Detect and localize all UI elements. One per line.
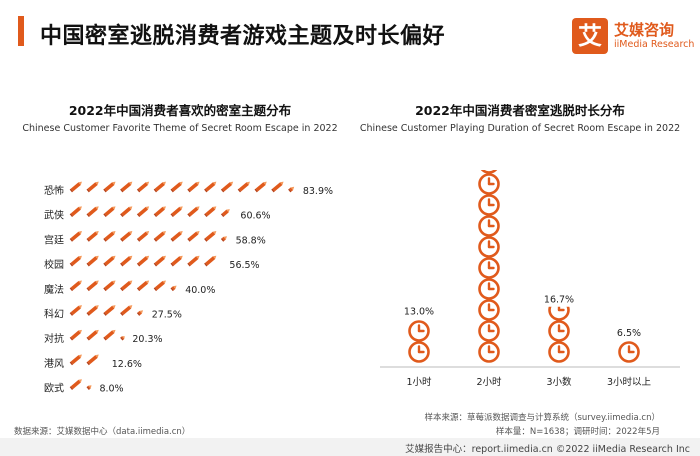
duration-category-label: 3小时以上: [607, 376, 652, 388]
theme-bar: [69, 255, 217, 267]
theme-value-label: 12.6%: [112, 359, 142, 370]
iimedia-logo: 艾 艾媒咨询 iiMedia Research: [572, 18, 694, 54]
theme-label: 科幻: [44, 308, 64, 321]
duration-bar: [618, 341, 640, 363]
duration-bar: [548, 306, 570, 363]
theme-bar: [69, 231, 227, 242]
page-header: 中国密室逃脱消费者游戏主题及时长偏好 艾 艾媒咨询 iiMedia Resear…: [0, 0, 700, 62]
theme-label: 港风: [44, 358, 64, 370]
duration-value-label: 13.0%: [404, 307, 434, 318]
data-source-note: 数据来源：艾媒数据中心（data.iimedia.cn）: [14, 427, 191, 437]
duration-category-label: 1小时: [406, 376, 432, 388]
duration-category-label: 2小时: [476, 376, 502, 388]
logo-name-en: iiMedia Research: [614, 39, 695, 50]
theme-value-label: 83.9%: [303, 186, 333, 197]
sample-source-note: 样本来源：草莓派数据调查与计算系统（survey.iimedia.cn）: [424, 413, 660, 423]
footer-brand: 艾媒报告中心：report.iimedia.cn ©2022 iiMedia R…: [405, 444, 690, 455]
right-chart-subtitle: Chinese Customer Playing Duration of Sec…: [359, 123, 681, 134]
theme-bar: [69, 206, 230, 218]
left-chart-subtitle: Chinese Customer Favorite Theme of Secre…: [22, 123, 338, 134]
logo-name-cn: 艾媒咨询: [614, 21, 675, 39]
theme-pictogram-chart: 恐怖 83.9% 武侠 60.6% 宫廷 58.8% 校园 56.5% 魔法 40.0% 科幻 27.…: [44, 181, 333, 395]
duration-category-label: 3小数: [546, 376, 572, 388]
theme-bar: [69, 379, 92, 390]
theme-label: 宫廷: [44, 233, 64, 246]
theme-value-label: 40.0%: [185, 285, 215, 296]
footer-strip: 艾媒报告中心：report.iimedia.cn ©2022 iiMedia R…: [0, 438, 700, 456]
duration-value-label: 16.7%: [544, 295, 574, 306]
theme-label: 恐怖: [44, 184, 64, 197]
theme-label: 校园: [44, 258, 64, 271]
right-chart-title: 2022年中国消费者密室逃脱时长分布: [415, 103, 625, 118]
sample-info-note: 样本量：N=1638；调研时间：2022年5月: [495, 427, 660, 437]
theme-bar: [69, 354, 99, 366]
theme-value-label: 56.5%: [229, 260, 259, 271]
theme-bar: [69, 181, 295, 193]
left-chart-title: 2022年中国消费者喜欢的密室主题分布: [68, 103, 292, 118]
logo-mark-icon: 艾: [572, 18, 608, 54]
theme-label: 欧式: [44, 382, 64, 395]
theme-value-label: 20.3%: [132, 334, 162, 345]
theme-label: 魔法: [44, 283, 64, 296]
theme-value-label: 27.5%: [152, 310, 182, 321]
theme-value-label: 8.0%: [99, 384, 123, 395]
duration-value-label: 6.5%: [617, 328, 641, 339]
theme-bar: [69, 329, 125, 341]
duration-bar: [408, 320, 430, 363]
theme-label: 对抗: [44, 332, 64, 345]
title-accent-bar: [18, 16, 24, 46]
page-title: 中国密室逃脱消费者游戏主题及时长偏好: [40, 24, 446, 49]
duration-bar: [478, 170, 500, 363]
theme-label: 武侠: [44, 209, 64, 222]
theme-bar: [69, 305, 144, 316]
theme-value-label: 58.8%: [236, 235, 266, 246]
theme-value-label: 60.6%: [240, 211, 270, 222]
theme-bar: [69, 280, 177, 292]
